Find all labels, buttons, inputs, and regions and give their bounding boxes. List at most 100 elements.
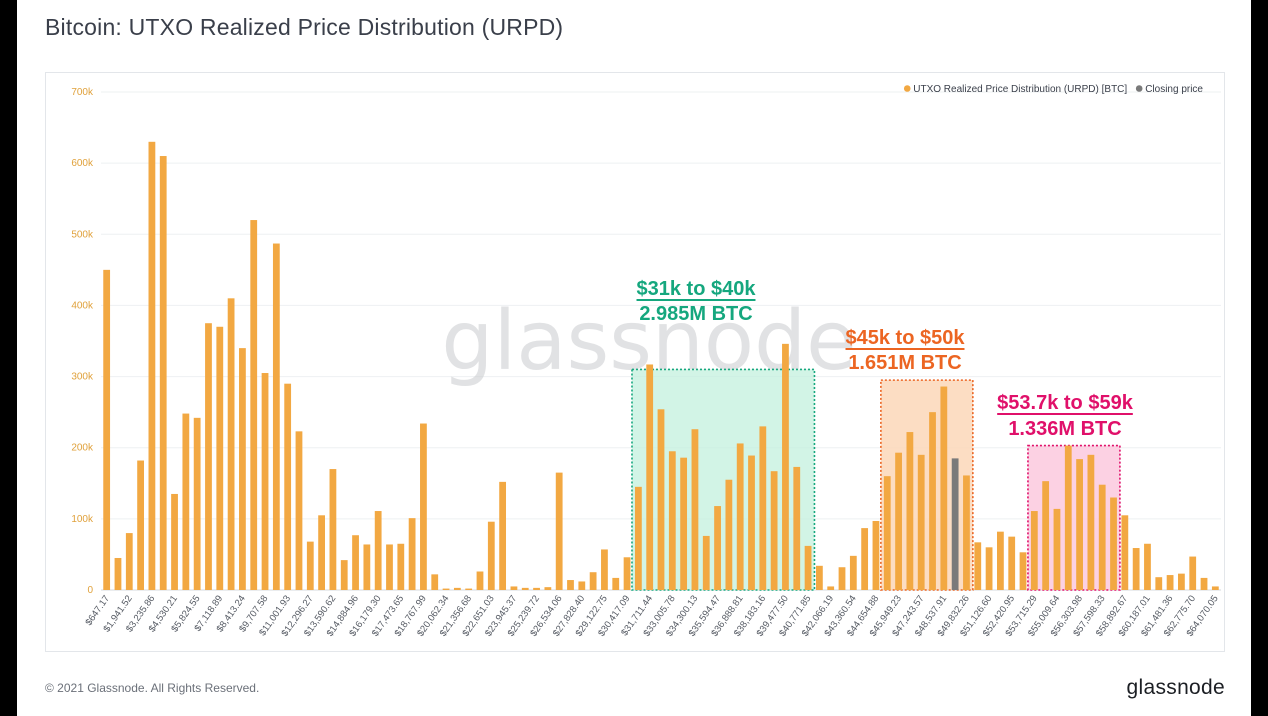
bar xyxy=(476,571,484,590)
annotation-box xyxy=(880,379,974,591)
bar xyxy=(929,412,936,590)
bar xyxy=(1019,552,1027,590)
bar xyxy=(578,581,586,590)
bar xyxy=(363,544,371,590)
y-tick-label: 400k xyxy=(71,300,94,311)
bar xyxy=(963,475,970,590)
bar xyxy=(861,528,869,590)
bar xyxy=(1053,508,1061,590)
bar xyxy=(838,567,846,590)
bar xyxy=(827,586,835,590)
bar xyxy=(849,555,857,590)
bar xyxy=(510,586,518,590)
x-axis-ticks: $647.17$1,941.52$3,235.86$4,530.21$5,824… xyxy=(83,593,1220,638)
bar xyxy=(612,577,620,590)
bar xyxy=(668,451,676,590)
annotation-amount-label: 1.336M BTC xyxy=(1008,418,1121,440)
bar xyxy=(272,243,280,590)
bar xyxy=(702,535,710,590)
bar xyxy=(1076,459,1083,590)
y-tick-label: 700k xyxy=(71,87,94,98)
bar xyxy=(748,455,755,590)
bar xyxy=(725,479,733,590)
bar xyxy=(1211,586,1219,590)
bar xyxy=(193,417,201,590)
bar xyxy=(623,557,631,590)
bar xyxy=(171,493,178,590)
bar xyxy=(657,409,665,590)
bar xyxy=(386,544,393,590)
bar xyxy=(1132,548,1140,590)
bar xyxy=(397,543,405,590)
bar xyxy=(1166,575,1174,590)
bar xyxy=(250,220,258,591)
bar xyxy=(906,432,914,590)
bar xyxy=(352,535,359,590)
bar xyxy=(759,426,767,590)
annotation-range-label: $53.7k to $59k xyxy=(997,392,1134,414)
annotation-range-label: $45k to $50k xyxy=(846,327,966,349)
bar xyxy=(487,521,495,590)
annotation-range-label: $31k to $40k xyxy=(637,278,757,300)
legend: Closing price UTXO Realized Price Distrib… xyxy=(903,84,1203,95)
page-frame: Bitcoin: UTXO Realized Price Distributio… xyxy=(17,0,1251,716)
bar xyxy=(114,557,122,590)
bar xyxy=(442,588,450,590)
bar xyxy=(544,587,552,590)
bar xyxy=(680,457,688,590)
bar xyxy=(1030,511,1038,590)
bar xyxy=(103,269,111,590)
bar xyxy=(1042,481,1050,590)
y-tick-label: 500k xyxy=(71,229,94,240)
bar xyxy=(284,383,292,590)
bar xyxy=(1144,543,1151,590)
bar xyxy=(125,533,133,590)
bar xyxy=(793,466,801,590)
y-tick-label: 0 xyxy=(87,585,93,596)
legend-label: Closing price xyxy=(1145,84,1203,95)
y-tick-label: 100k xyxy=(71,514,94,525)
y-tick-label: 200k xyxy=(71,443,94,454)
bars xyxy=(103,141,1219,591)
bar xyxy=(589,572,597,590)
legend-marker xyxy=(1135,85,1143,92)
bar xyxy=(974,542,982,590)
copyright-text: © 2021 Glassnode. All Rights Reserved. xyxy=(45,681,260,695)
bar xyxy=(239,348,246,590)
bar xyxy=(1155,577,1163,590)
bar xyxy=(295,431,303,590)
chart-panel: 0 100k 200k 300k 400k 500k 600k 700k glassnode … xyxy=(45,72,1225,652)
bar xyxy=(1098,484,1106,590)
bar xyxy=(601,549,608,590)
bar xyxy=(770,471,778,590)
bar xyxy=(408,518,416,590)
bar xyxy=(1121,515,1129,590)
bar xyxy=(227,298,235,590)
glassnode-logo: glassnode xyxy=(1126,676,1225,699)
closing-price-bar xyxy=(951,458,959,590)
bar xyxy=(815,565,823,590)
bar xyxy=(499,481,507,590)
bar xyxy=(521,587,529,590)
bar xyxy=(714,506,721,590)
bar xyxy=(148,141,156,591)
bar xyxy=(567,580,574,590)
bar xyxy=(1064,445,1072,590)
bar xyxy=(917,454,925,590)
annotation-labels: $31k to $40k 2.985M BTC $45k to $50k 1.651M… xyxy=(636,278,1134,440)
bar xyxy=(940,386,948,590)
bar xyxy=(1200,577,1208,590)
bar xyxy=(985,547,993,590)
annotation-amount-label: 1.651M BTC xyxy=(848,352,961,374)
legend-label: UTXO Realized Price Distribution (URPD) … xyxy=(913,84,1127,95)
bar xyxy=(420,423,427,590)
y-tick-label: 600k xyxy=(71,158,94,169)
bar xyxy=(205,323,212,590)
bar xyxy=(261,373,269,590)
y-axis-ticks: 0 100k 200k 300k 400k 500k 600k 700k xyxy=(71,87,94,596)
bar xyxy=(159,156,167,590)
bar xyxy=(1189,556,1197,590)
bar xyxy=(318,515,325,590)
bar xyxy=(1008,536,1016,590)
